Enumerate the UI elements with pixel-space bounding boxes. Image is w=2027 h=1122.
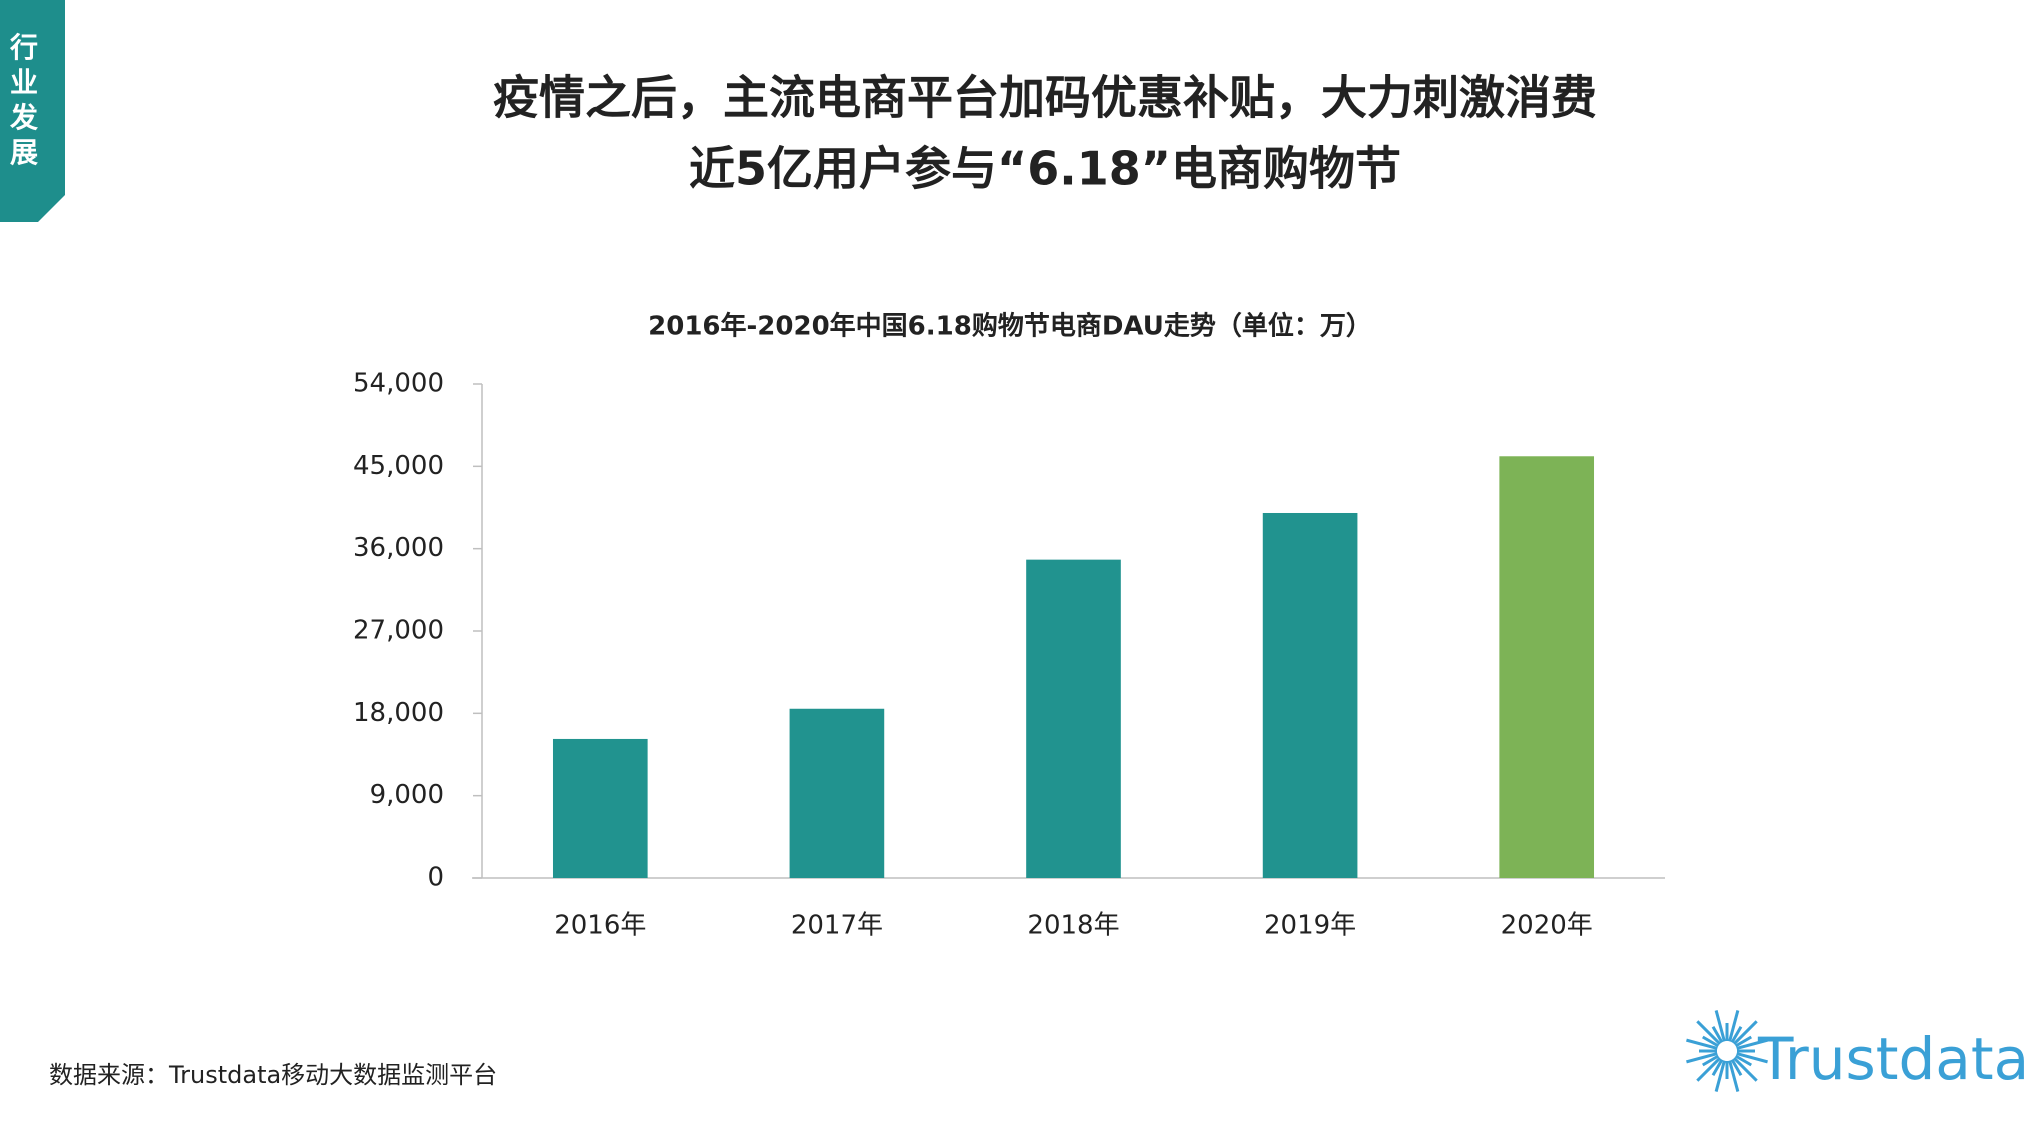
logo-ray	[1728, 1010, 1740, 1042]
source-note: 数据来源：Trustdata移动大数据监测平台	[49, 1061, 497, 1089]
y-tick-label: 18,000	[353, 698, 444, 728]
y-tick-label: 36,000	[353, 533, 444, 563]
logo-ray	[1714, 1010, 1726, 1042]
logo-icon	[1686, 1010, 1768, 1092]
logo-ray	[1696, 1020, 1721, 1045]
bar	[552, 738, 648, 878]
logo-ray	[1711, 1026, 1724, 1044]
x-tick-label: 2017年	[791, 911, 883, 941]
bar	[789, 708, 885, 878]
title: 疫情之后，主流电商平台加码优惠补贴，大力刺激消费	[493, 71, 1597, 125]
side-tab	[0, 0, 65, 222]
logo-ray	[1733, 1057, 1758, 1082]
y-tick-label: 27,000	[353, 616, 444, 646]
logo-ray	[1730, 1058, 1743, 1076]
x-tick-label: 2016年	[554, 911, 646, 941]
y-tick-label: 54,000	[353, 369, 444, 399]
logo-ray	[1730, 1026, 1743, 1044]
logo-ray	[1733, 1020, 1758, 1045]
bar	[1262, 512, 1358, 878]
logo: Trustdata	[1757, 1025, 2027, 1093]
x-tick-label: 2019年	[1264, 911, 1356, 941]
y-tick-label: 45,000	[353, 451, 444, 481]
logo-ray	[1686, 1052, 1718, 1064]
bar	[1499, 456, 1595, 878]
logo-ray	[1702, 1054, 1720, 1067]
logo-ray	[1734, 1054, 1752, 1067]
x-tick-label: 2020年	[1501, 911, 1593, 941]
y-tick-label: 9,000	[370, 780, 444, 810]
logo-ray	[1696, 1057, 1721, 1082]
logo-ray	[1736, 1038, 1768, 1050]
x-tick-label: 2018年	[1027, 911, 1119, 941]
logo-ray	[1736, 1052, 1768, 1064]
logo-ray	[1702, 1035, 1720, 1048]
logo-ray	[1734, 1035, 1752, 1048]
logo-ray	[1686, 1038, 1718, 1050]
y-tick-label: 0	[427, 863, 444, 893]
logo-ray	[1714, 1060, 1726, 1092]
side-tab-label: 行业发展	[9, 31, 38, 169]
title: 近5亿用户参与“6.18”电商购物节	[689, 142, 1401, 196]
logo-ray	[1728, 1060, 1740, 1092]
logo-ray	[1711, 1058, 1724, 1076]
chart-title: 2016年-2020年中国6.18购物节电商DAU走势（单位：万）	[648, 311, 1372, 342]
bar	[1026, 559, 1121, 878]
